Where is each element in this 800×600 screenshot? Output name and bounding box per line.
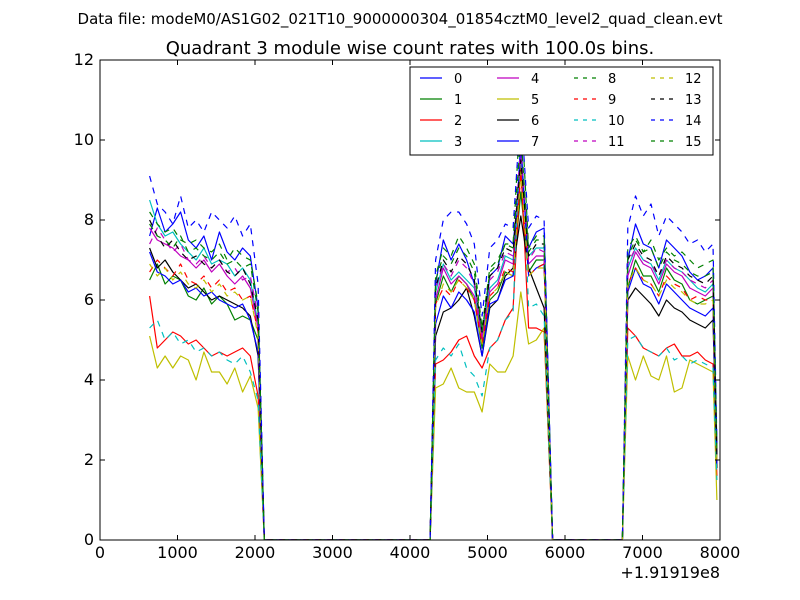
- legend-label-14: 14: [685, 114, 702, 129]
- y-tick-label: 12: [74, 50, 94, 69]
- x-tick-label: 4000: [390, 543, 431, 562]
- legend-label-11: 11: [608, 135, 625, 150]
- figure-suptitle: Data file: modeM0/AS1G02_021T10_90000003…: [78, 10, 723, 29]
- legend-label-10: 10: [608, 114, 625, 129]
- plot-area: [149, 99, 718, 540]
- legend-box: [409, 66, 714, 156]
- chart-title: Quadrant 3 module wise count rates with …: [166, 38, 655, 59]
- series-line-6: [149, 215, 718, 540]
- y-tick-label: 2: [84, 450, 94, 469]
- legend-label-12: 12: [685, 72, 702, 87]
- legend-label-7: 7: [531, 135, 539, 150]
- x-tick-label: 5000: [467, 543, 508, 562]
- y-tick-label: 6: [84, 290, 94, 309]
- x-tick-label: 2000: [235, 543, 276, 562]
- x-tick-label: 1000: [157, 543, 198, 562]
- legend-label-0: 0: [454, 72, 462, 87]
- legend-label-9: 9: [608, 93, 616, 108]
- legend-label-3: 3: [454, 135, 462, 150]
- y-tick-label: 10: [74, 130, 94, 149]
- legend-label-1: 1: [454, 93, 462, 108]
- series-line-15: [149, 131, 718, 540]
- series-line-11: [149, 143, 718, 540]
- legend-label-2: 2: [454, 114, 462, 129]
- legend-label-13: 13: [685, 93, 702, 108]
- x-axis-offset-label: +1.91919e8: [620, 563, 720, 582]
- series-line-8: [149, 99, 718, 540]
- legend-label-6: 6: [531, 114, 539, 129]
- legend-label-15: 15: [685, 135, 702, 150]
- series-line-3: [149, 155, 718, 540]
- legend-label-5: 5: [531, 93, 539, 108]
- axis-ticks: 0 1000 2000 3000 4000 5000 6000 7000 80000246810…: [74, 50, 741, 562]
- x-tick-label: 0: [95, 543, 105, 562]
- series-line-12: [149, 171, 718, 540]
- series-line-5: [149, 291, 718, 540]
- x-tick-label: 8000: [700, 543, 741, 562]
- series-line-4: [149, 147, 718, 540]
- y-tick-label: 8: [84, 210, 94, 229]
- series-line-2: [149, 163, 718, 540]
- legend-label-8: 8: [608, 72, 616, 87]
- x-tick-label: 7000: [622, 543, 663, 562]
- series-line-7: [149, 139, 718, 540]
- legend-label-4: 4: [531, 72, 539, 87]
- series-line-9: [149, 175, 718, 540]
- series-line-13: [149, 159, 718, 540]
- series-line-10: [149, 119, 718, 540]
- x-tick-label: 6000: [545, 543, 586, 562]
- y-tick-label: 4: [84, 370, 94, 389]
- y-tick-label: 0: [84, 530, 94, 549]
- x-tick-label: 3000: [312, 543, 353, 562]
- series-line-14: [149, 107, 718, 540]
